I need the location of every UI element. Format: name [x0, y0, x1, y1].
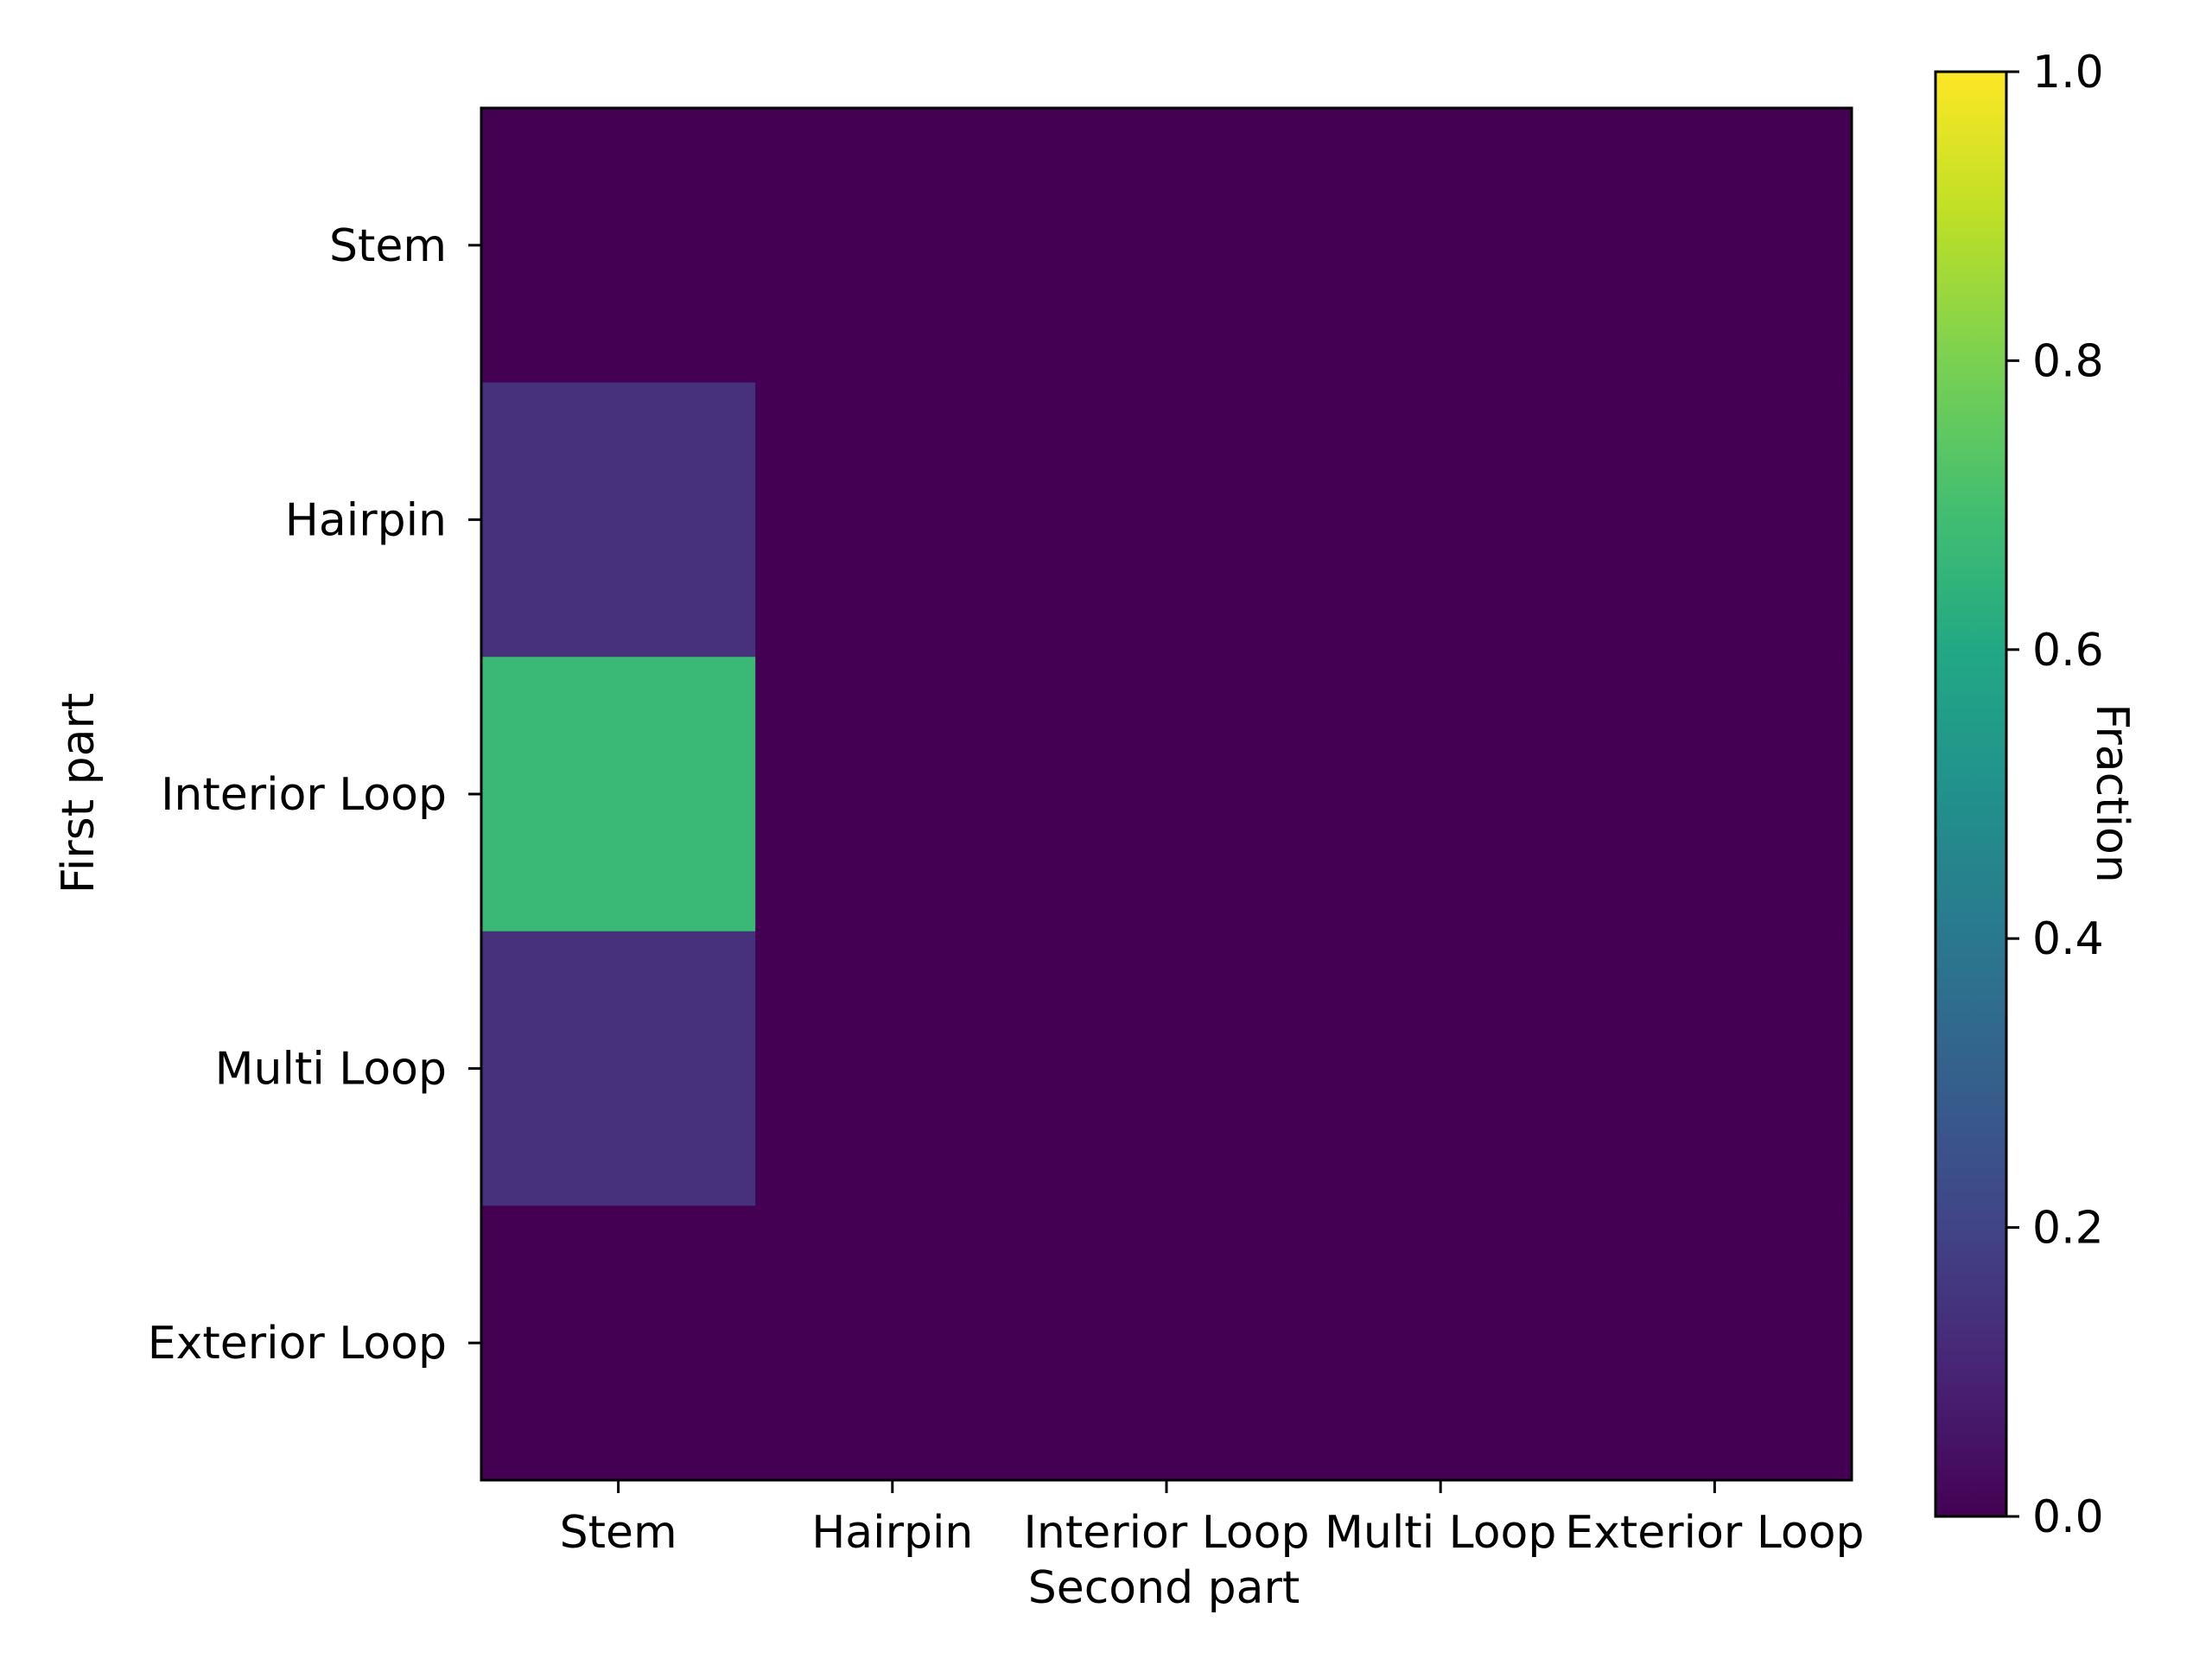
x-tick-label: Stem [560, 1507, 677, 1559]
x-axis-label: Second part [1028, 1562, 1300, 1614]
heatmap-cell [481, 382, 756, 658]
y-tick-label: Multi Loop [215, 1044, 447, 1096]
heatmap-cell [755, 108, 1030, 384]
heatmap-cell [1029, 108, 1305, 384]
colorbar-tick-label: 1.0 [2032, 47, 2104, 99]
heatmap-cell [1577, 931, 1853, 1206]
colorbar-tick-label: 0.6 [2032, 625, 2104, 677]
colorbar [1934, 70, 2008, 1518]
heatmap-cell [1029, 657, 1305, 932]
x-tick-label: Hairpin [811, 1507, 973, 1559]
heatmap-cell [1029, 1205, 1305, 1481]
heatmap-cell [481, 931, 756, 1206]
heatmap-cell [1029, 931, 1305, 1206]
heatmap-cell [1577, 657, 1853, 932]
heatmap-cells [481, 108, 1853, 1481]
heatmap-cell [755, 1205, 1030, 1481]
heatmap-cell [481, 108, 756, 384]
colorbar-tick-label: 0.4 [2032, 913, 2104, 965]
y-tick-label: Hairpin [285, 494, 447, 546]
x-tick-label: Interior Loop [1024, 1507, 1310, 1559]
colorbar-ticks: 0.0 0.2 0.4 0.6 0.8 1.0 [2006, 47, 2104, 1543]
y-axis-label: First part [53, 693, 105, 894]
heatmap-cell [755, 931, 1030, 1206]
x-tick-label: Exterior Loop [1565, 1507, 1864, 1559]
heatmap-cell [1029, 382, 1305, 658]
heatmap-cell [1577, 108, 1853, 384]
colorbar-tick-label: 0.8 [2032, 335, 2104, 387]
heatmap-cell [1577, 382, 1853, 658]
colorbar-label: Fraction [2086, 703, 2138, 883]
heatmap-cell [755, 657, 1030, 932]
heatmap-cell [481, 657, 756, 932]
x-tick-label: Multi Loop [1325, 1507, 1556, 1559]
y-axis-ticks: Stem Hairpin Interior Loop Multi Loop Exteri… [148, 220, 481, 1370]
heatmap-cell [1303, 931, 1579, 1206]
heatmap-cell [1577, 1205, 1853, 1481]
y-tick-label: Exterior Loop [148, 1318, 447, 1370]
x-axis-ticks: Stem Hairpin Interior Loop Multi Loop Exteri… [560, 1480, 1865, 1559]
heatmap-cell [1303, 1205, 1579, 1481]
colorbar-tick-label: 0.2 [2032, 1203, 2104, 1255]
heatmap-cell [481, 1205, 756, 1481]
heatmap-cell [1303, 657, 1579, 932]
heatmap-cell [755, 382, 1030, 658]
y-tick-label: Interior Loop [161, 769, 447, 821]
heatmap-cell [1303, 108, 1579, 384]
heatmap-cell [1303, 382, 1579, 658]
colorbar-tick-label: 0.0 [2032, 1491, 2104, 1543]
y-tick-label: Stem [329, 220, 447, 272]
